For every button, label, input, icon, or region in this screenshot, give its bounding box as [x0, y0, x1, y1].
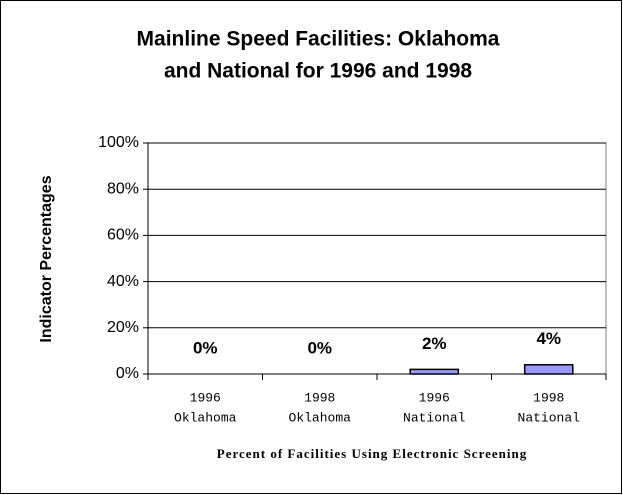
y-axis-label: Indicator Percentages: [38, 175, 55, 342]
x-tick-label: 1996: [190, 390, 221, 405]
bar: [523, 364, 574, 375]
x-tick-label: 1996: [419, 390, 450, 405]
chart-title: Mainline Speed Facilities: Oklahoma: [137, 28, 500, 51]
y-tick-label: 0%: [116, 365, 139, 382]
x-tick-label: National: [403, 410, 466, 425]
y-tick-label: 100%: [98, 134, 139, 151]
value-label: 2%: [422, 334, 447, 353]
value-label: 4%: [536, 329, 561, 348]
x-tick-label: Oklahoma: [289, 410, 352, 425]
x-tick-label: Oklahoma: [174, 410, 237, 425]
x-tick-label: 1998: [533, 390, 564, 405]
y-tick-label: 80%: [107, 180, 139, 197]
x-tick-label: National: [518, 410, 581, 425]
chart-title: and National for 1996 and 1998: [164, 60, 472, 83]
y-tick-label: 40%: [107, 273, 139, 290]
y-tick-label: 20%: [107, 319, 139, 336]
y-tick-label: 60%: [107, 227, 139, 244]
x-axis-label: Percent of Facilities Using Electronic S…: [217, 446, 527, 461]
value-label: 0%: [193, 338, 218, 357]
bar: [409, 368, 460, 375]
x-tick-label: 1998: [304, 390, 335, 405]
value-label: 0%: [307, 338, 332, 357]
